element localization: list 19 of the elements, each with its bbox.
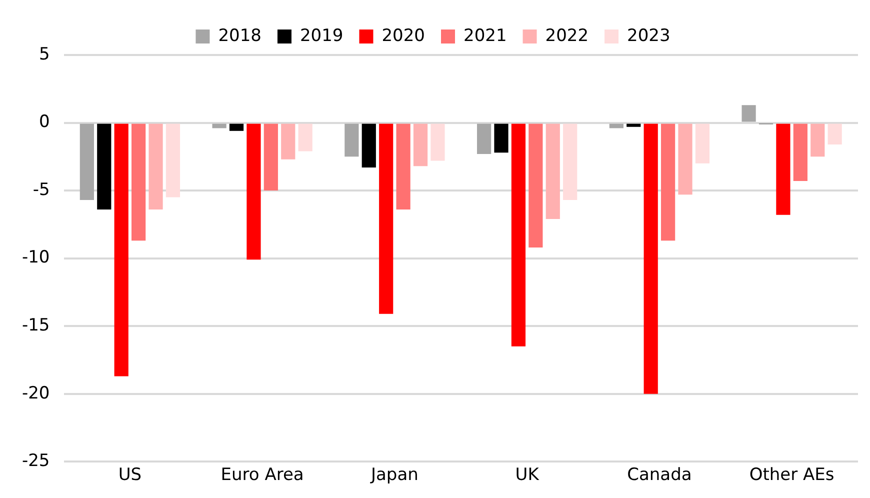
y-tick-label: -15 (22, 315, 50, 336)
y-tick-label: -10 (22, 248, 50, 268)
legend-label: 2022 (545, 26, 589, 46)
y-tick-label: 5 (38, 44, 50, 64)
y-tick-label: -5 (32, 180, 50, 200)
x-tick-label: Canada (627, 465, 692, 486)
legend-label: 2020 (382, 26, 425, 46)
x-tick-label: Euro Area (220, 465, 304, 486)
legend-label: 2018 (218, 26, 262, 46)
x-tick-label: Other AEs (749, 465, 834, 486)
x-tick-label: US (118, 465, 142, 486)
legend-label: 2023 (627, 26, 670, 46)
legend-label: 2019 (300, 26, 344, 46)
y-tick-label: 0 (38, 112, 50, 132)
x-tick-label: UK (515, 465, 540, 486)
y-tick-label: -20 (22, 383, 50, 404)
x-tick-label: Japan (370, 465, 418, 486)
y-tick-label: -25 (22, 451, 50, 472)
legend-label: 2021 (464, 26, 507, 46)
